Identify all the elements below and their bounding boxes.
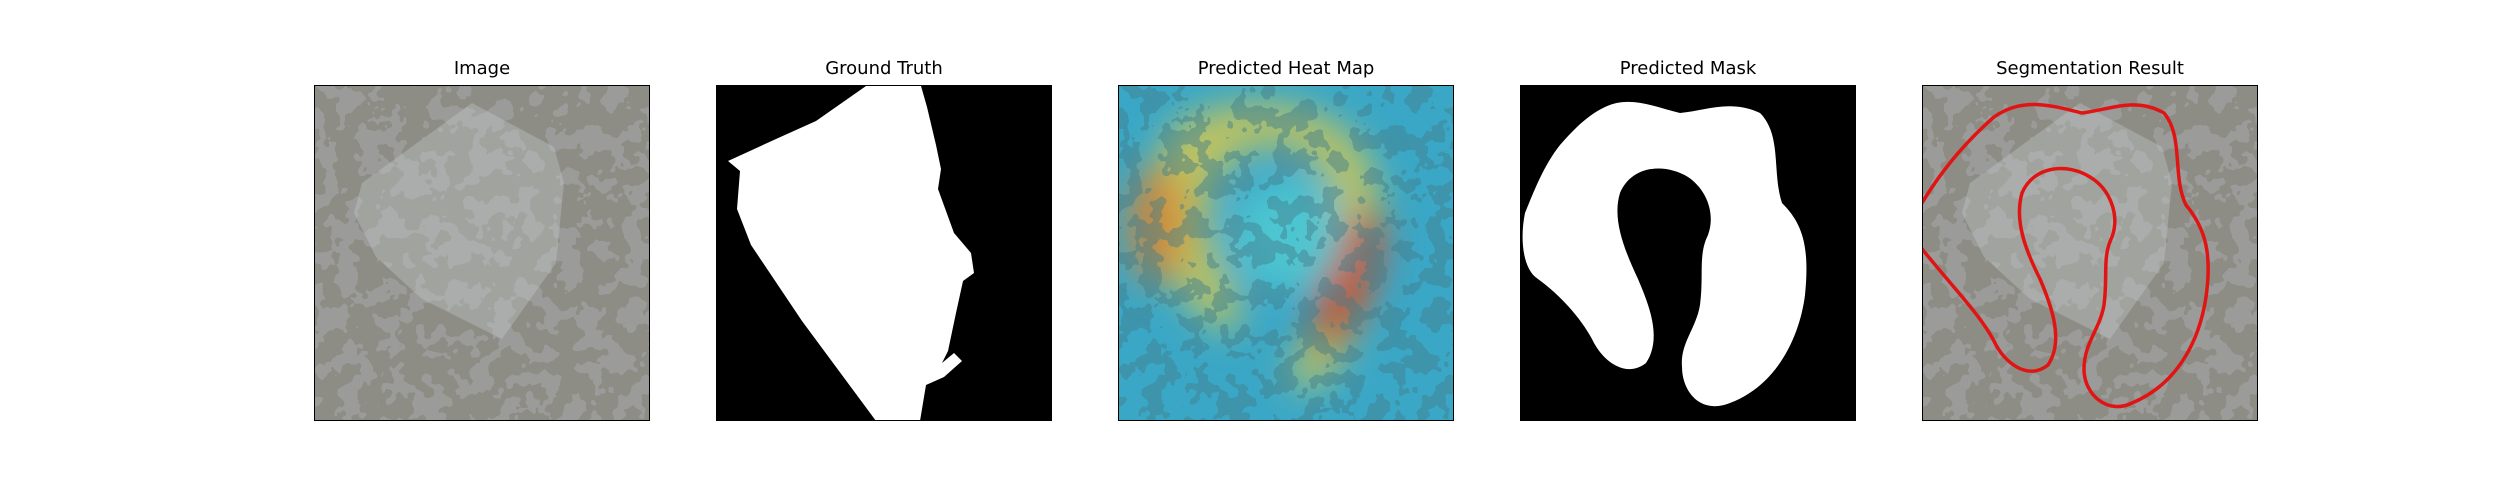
ground-truth-mask [716,85,1052,421]
panel-title-predicted-heat-map: Predicted Heat Map [1118,58,1454,79]
segmentation-result [1922,85,2258,421]
segmentation-result-panel [1922,85,2258,421]
ground-truth-panel [716,85,1052,421]
panel-title-image: Image [314,58,650,79]
predicted-heat-map [1118,85,1454,421]
panel-title-segmentation-result: Segmentation Result [1922,58,2258,79]
image-panel [314,85,650,421]
predicted-mask [1520,85,1856,421]
panel-title-ground-truth: Ground Truth [716,58,1052,79]
panel-title-predicted-mask: Predicted Mask [1520,58,1856,79]
predicted-mask-panel [1520,85,1856,421]
input-image [314,85,650,421]
heat-map-panel [1118,85,1454,421]
